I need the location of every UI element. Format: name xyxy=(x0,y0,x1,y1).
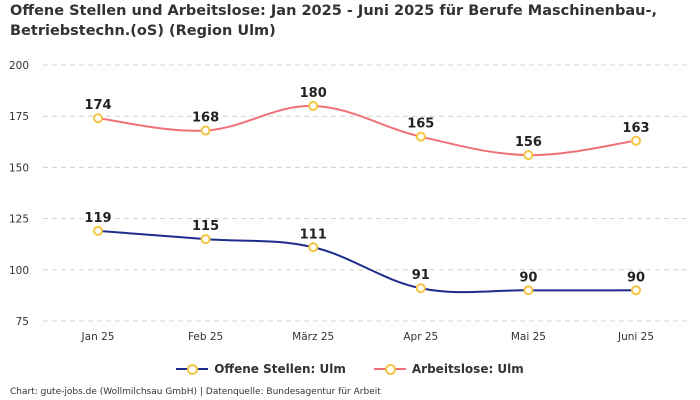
data-point xyxy=(523,150,534,161)
data-label: 90 xyxy=(627,270,645,285)
data-point xyxy=(93,113,103,124)
data-point xyxy=(93,225,103,236)
legend-item-offene-stellen[interactable]: Offene Stellen: Ulm xyxy=(176,362,346,376)
data-point xyxy=(631,135,641,146)
y-tick-label: 125 xyxy=(9,214,29,226)
data-point xyxy=(200,125,211,136)
legend-swatch-arbeitslose xyxy=(373,363,406,375)
data-point xyxy=(523,285,534,296)
y-tick-label: 75 xyxy=(16,316,29,328)
chart-footer: Chart: gute-jobs.de (Wollmilchsau GmbH) … xyxy=(10,387,381,397)
x-tick-label: Mai 25 xyxy=(511,331,546,343)
legend-swatch-offene-stellen xyxy=(176,363,209,375)
legend-label-offene-stellen: Offene Stellen: Ulm xyxy=(214,362,346,376)
x-tick-label: Feb 25 xyxy=(188,331,223,343)
data-point xyxy=(200,234,211,245)
data-label: 163 xyxy=(622,121,649,136)
series-line-0 xyxy=(97,229,637,294)
chart-legend: Offene Stellen: Ulm Arbeitslose: Ulm xyxy=(0,362,700,376)
data-label: 91 xyxy=(412,268,430,283)
data-label: 180 xyxy=(300,86,327,101)
data-label: 156 xyxy=(515,135,542,150)
x-tick-label: Apr 25 xyxy=(403,331,438,343)
data-point xyxy=(415,131,426,142)
data-label: 90 xyxy=(519,270,537,285)
data-label: 111 xyxy=(300,227,327,242)
data-label: 119 xyxy=(84,211,111,226)
y-tick-label: 150 xyxy=(9,162,29,174)
series-line-1 xyxy=(97,104,637,157)
chart-title: Offene Stellen und Arbeitslose: Jan 2025… xyxy=(10,3,657,39)
x-tick-label: Juni 25 xyxy=(617,331,654,343)
data-point xyxy=(308,100,319,111)
x-tick-label: März 25 xyxy=(292,331,334,343)
data-label: 115 xyxy=(192,219,219,234)
data-point xyxy=(631,285,641,296)
y-tick-label: 100 xyxy=(9,265,29,277)
x-tick-label: Jan 25 xyxy=(81,331,115,343)
data-point xyxy=(415,283,426,294)
data-label: 168 xyxy=(192,111,219,126)
data-label: 174 xyxy=(84,98,111,113)
data-point xyxy=(308,242,319,253)
y-tick-label: 200 xyxy=(9,60,29,72)
legend-item-arbeitslose[interactable]: Arbeitslose: Ulm xyxy=(373,362,524,376)
y-tick-label: 175 xyxy=(9,111,29,123)
legend-label-arbeitslose: Arbeitslose: Ulm xyxy=(411,362,524,376)
data-label: 165 xyxy=(407,117,434,132)
